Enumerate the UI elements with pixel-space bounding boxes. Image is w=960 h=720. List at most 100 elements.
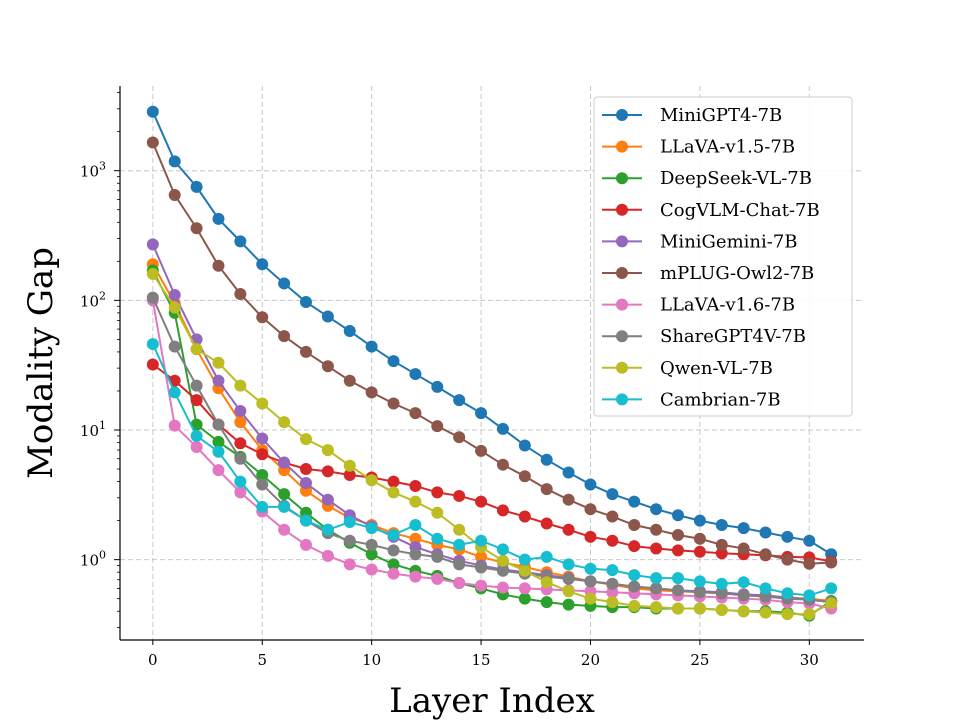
data-point [693,575,706,588]
data-point [737,542,750,555]
data-point [562,585,575,598]
data-point [234,379,247,392]
data-point [650,523,663,536]
data-point [190,394,203,407]
data-point [606,564,619,577]
data-point [365,522,378,535]
data-point [278,500,291,513]
data-point [278,523,291,536]
legend-marker [616,298,628,311]
data-point [496,564,509,577]
data-point [212,212,225,225]
data-point [300,538,312,551]
data-point [365,563,378,576]
data-point [518,592,531,605]
data-point [343,459,356,472]
data-point [453,558,466,571]
legend-item: MiniGemini-7B [602,231,798,252]
data-point [693,545,706,558]
data-point [803,589,816,602]
data-point [168,288,181,301]
data-point [190,180,203,193]
data-point [278,456,291,469]
data-point [234,437,247,450]
data-point [234,235,247,248]
data-point [387,355,400,368]
data-point [715,519,728,532]
legend-item: mPLUG-Owl2-7B [602,263,814,284]
data-point [234,475,247,488]
data-point [562,523,575,536]
data-point [343,468,356,481]
data-point [190,418,203,431]
legend-item: LLaVA-v1.6-7B [602,295,795,316]
data-point [146,291,159,304]
data-point [518,510,531,523]
y-tick-label: 102 [80,289,106,310]
data-point [584,530,597,543]
data-point [365,538,378,551]
data-point [628,519,641,532]
series-MiniGPT4-7B [146,105,838,561]
data-point [234,486,247,499]
legend-marker [616,172,628,185]
data-point [672,509,684,522]
data-point [475,550,488,563]
data-point [496,422,509,435]
legend-label: LLaVA-v1.6-7B [660,295,795,316]
data-point [672,544,684,557]
data-point [300,477,312,490]
data-point [693,602,706,615]
data-point [628,495,641,508]
data-point [256,468,269,481]
data-point [672,528,684,541]
data-point [562,572,575,585]
data-point [300,433,312,446]
data-point [781,608,794,621]
legend-label: LLaVA-v1.5-7B [660,137,795,158]
legend-label: Qwen-VL-7B [660,358,773,379]
y-tick-base: 10 [80,422,99,440]
data-point [168,340,181,353]
data-point [584,478,597,491]
legend-item: DeepSeek-VL-7B [602,168,812,189]
data-point [168,386,181,399]
data-point [715,547,728,560]
y-tick-label: 100 [80,549,106,570]
data-point [540,550,553,563]
data-point [212,418,225,431]
data-point [278,277,291,290]
legend-label: mPLUG-Owl2-7B [660,263,814,284]
data-point [628,569,641,582]
data-point [518,564,531,577]
y-axis-title: Modality Gap [21,247,61,479]
x-axis-title: Layer Index [389,681,595,720]
data-point [540,596,553,609]
data-point [234,416,247,429]
data-point [409,532,422,545]
data-point [518,553,531,566]
x-tick-label: 0 [148,651,158,669]
y-tick-exponent: 2 [99,289,106,302]
data-point [365,548,378,561]
data-point [496,458,509,471]
data-point [781,587,794,600]
legend-marker [616,330,628,343]
data-point [715,577,728,590]
data-point [365,386,378,399]
data-point [715,587,728,600]
data-point [584,503,597,516]
data-point [803,557,816,570]
data-point [606,596,619,609]
data-point [584,562,597,575]
data-point [365,340,378,353]
data-point [584,575,597,588]
legend-label: DeepSeek-VL-7B [660,168,812,189]
data-point [825,556,838,569]
data-point [212,374,225,387]
data-point [540,517,553,530]
data-point [650,572,663,585]
legend-label: CogVLM-Chat-7B [660,200,820,221]
y-tick-base: 10 [80,163,99,181]
data-point [212,464,225,477]
